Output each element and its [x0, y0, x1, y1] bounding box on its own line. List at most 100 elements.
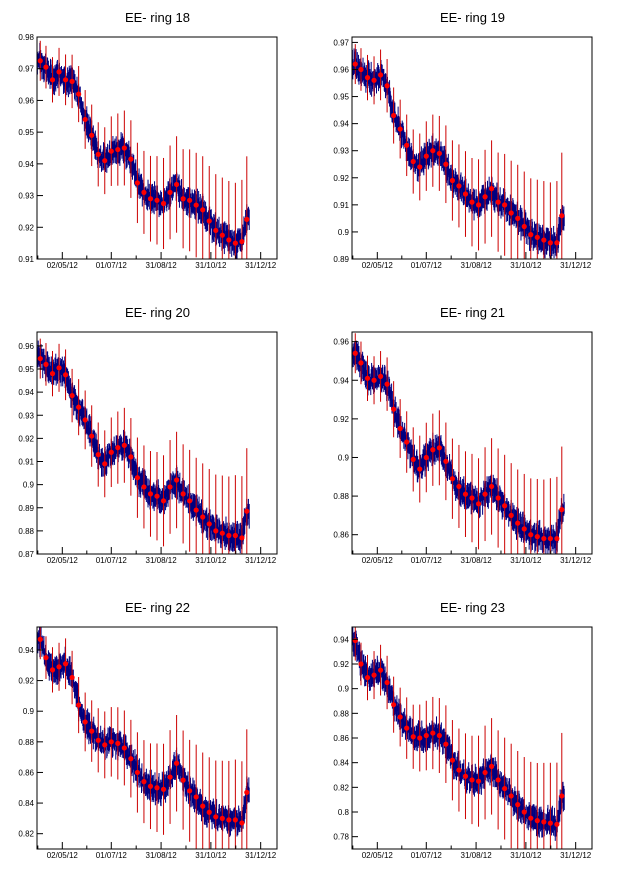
data-point [456, 183, 462, 189]
data-point [200, 207, 206, 213]
data-point [430, 447, 436, 453]
x-axis: 02/05/12 01/07/12 31/08/12 31/10/12 31/12/12 [37, 842, 277, 860]
chart-panel-ring-19: EE- ring 19 0.89 0.9 0.91 0.92 0.93 0.94 0.95 0… [315, 0, 630, 295]
y-axis: 0.87 0.88 0.89 0.9 0.91 0.92 0.93 0.94 0.95 0.96 [18, 342, 43, 559]
data-point [108, 739, 114, 745]
data-point [141, 779, 147, 785]
y-tick-label: 0.88 [18, 527, 34, 536]
x-tick-label: 01/07/12 [96, 851, 128, 860]
chart-svg: 0.870.880.890.90.910.920.930.940.950.960… [18, 331, 278, 565]
data-points [37, 636, 250, 826]
x-tick-label: 31/10/12 [195, 261, 227, 270]
measurement-band [37, 627, 250, 837]
y-tick-label: 0.98 [18, 33, 34, 42]
data-point [462, 773, 469, 779]
y-tick-label: 0.92 [18, 677, 34, 686]
data-point [508, 512, 514, 518]
data-point [377, 373, 384, 379]
data-point [534, 534, 540, 540]
x-tick-label: 02/05/12 [47, 556, 79, 565]
data-point [559, 507, 565, 513]
data-point [173, 760, 180, 766]
data-point [364, 375, 371, 381]
data-point [358, 360, 364, 366]
data-point [69, 392, 75, 399]
y-tick-label: 0.94 [18, 388, 34, 397]
y-tick-label: 0.9 [338, 228, 350, 237]
data-point [423, 454, 429, 461]
y-tick-label: 0.96 [18, 96, 34, 105]
data-point [559, 793, 565, 799]
data-point [239, 820, 245, 826]
data-point [391, 112, 397, 119]
chart-svg: 0.91 0.92 0.93 0.94 0.95 0.96 0.97 0.98 02/05/12… [18, 33, 278, 270]
data-point [547, 240, 553, 246]
data-point [232, 817, 238, 823]
y-tick-label: 0.93 [333, 147, 349, 156]
y-tick-label: 0.92 [333, 415, 349, 424]
data-point [358, 661, 364, 667]
x-tick-label: 02/05/12 [362, 261, 394, 270]
y-tick-label: 0.93 [18, 411, 34, 420]
data-point [384, 679, 390, 686]
x-axis: 02/05/12 01/07/12 31/08/12 31/10/12 31/12/12 [37, 252, 277, 270]
data-point [37, 58, 43, 64]
chart-title: EE- ring 19 [439, 10, 506, 25]
data-point [417, 164, 423, 170]
y-tick-label: 0.82 [18, 830, 34, 839]
y-tick-label: 0.96 [333, 338, 349, 347]
y-tick-label: 0.94 [18, 160, 34, 169]
data-point [502, 202, 508, 208]
chart-title: EE- ring 22 [124, 600, 191, 615]
data-point [134, 769, 141, 776]
data-point [121, 442, 127, 448]
data-point [95, 151, 101, 157]
y-axis: 0.89 0.9 0.91 0.92 0.93 0.94 0.95 0.96 0.97 [333, 38, 358, 264]
data-point [404, 142, 410, 148]
data-point [82, 417, 88, 423]
data-point [371, 377, 377, 383]
data-point [141, 484, 147, 490]
y-tick-label: 0.92 [18, 223, 34, 232]
measurement-band [37, 340, 250, 554]
x-tick-label: 31/12/12 [245, 556, 277, 565]
x-axis: 02/05/12 01/07/12 31/08/12 31/10/12 31/12/12 [352, 547, 592, 565]
data-point [239, 238, 245, 245]
x-tick-label: 01/07/12 [411, 556, 443, 565]
chart-panel-ring-22: EE- ring 22 0.82 0.84 0.86 0.88 0.9 0.92 0.94 0… [0, 590, 315, 885]
data-points [352, 350, 565, 542]
y-tick-label: 0.9 [23, 707, 35, 716]
plot-data [352, 44, 565, 259]
data-point [95, 451, 101, 458]
data-point [417, 466, 423, 472]
data-point [534, 818, 540, 824]
x-tick-label: 01/07/12 [411, 851, 443, 860]
plot-frame [36, 36, 278, 260]
data-point [410, 158, 416, 165]
data-point [430, 148, 436, 154]
measurement-band [37, 42, 250, 259]
data-point [456, 483, 462, 490]
data-point [102, 461, 108, 467]
data-point [352, 61, 358, 67]
y-tick-label: 0.94 [333, 635, 349, 644]
data-point [397, 714, 403, 720]
x-tick-label: 31/12/12 [560, 851, 592, 860]
x-tick-label: 31/08/12 [461, 261, 493, 270]
data-point [377, 667, 384, 673]
data-point [469, 199, 475, 205]
data-point [49, 667, 56, 673]
data-point [495, 199, 501, 205]
data-point [423, 153, 429, 159]
data-point [528, 532, 534, 538]
data-point [515, 520, 521, 526]
data-point [469, 777, 475, 783]
data-point [206, 809, 212, 815]
measurement-band [352, 336, 565, 554]
plot-frame [351, 36, 593, 260]
data-point [219, 232, 225, 238]
data-point [244, 789, 250, 795]
data-point [417, 735, 423, 741]
data-point [239, 535, 245, 541]
data-point [391, 702, 397, 708]
